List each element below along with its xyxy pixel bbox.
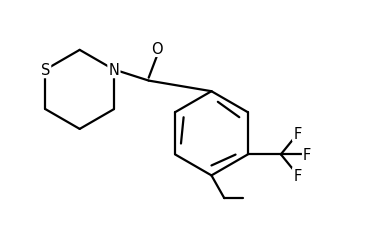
Text: O: O [151,42,163,57]
Text: N: N [109,63,119,78]
Text: F: F [303,147,311,162]
Text: F: F [293,168,301,183]
Text: S: S [41,63,50,78]
Text: F: F [293,126,301,141]
